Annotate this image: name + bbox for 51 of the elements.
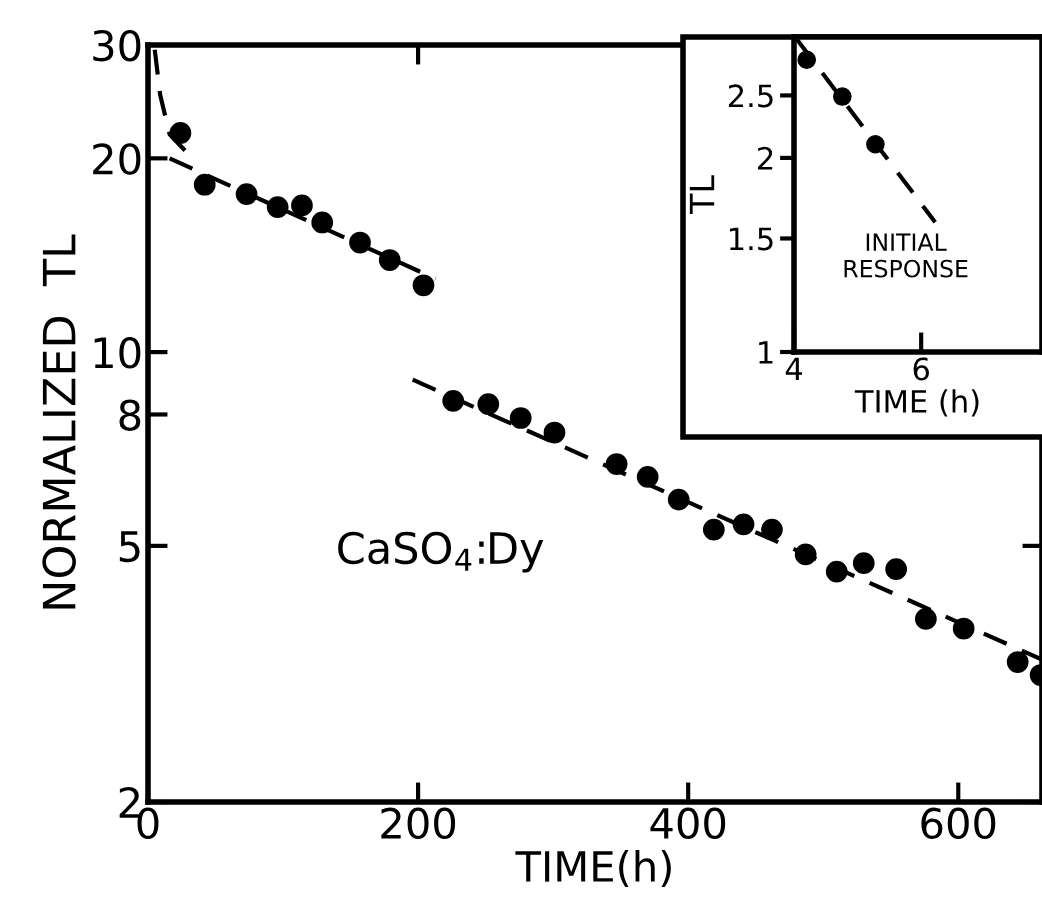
point (794, 543, 817, 566)
y-tick-label: 30 (93, 29, 141, 62)
point (477, 393, 500, 416)
x-tick-label: 600 (921, 807, 996, 840)
point (833, 87, 852, 106)
point (952, 617, 975, 640)
x-tick-label: 4 (785, 357, 803, 381)
y-tick-label: 1 (759, 341, 773, 364)
y-axis-title: NORMALIZED TL (42, 234, 76, 609)
point (378, 249, 401, 271)
point (732, 513, 755, 536)
point (266, 196, 289, 218)
x-tick-label: 0 (137, 807, 159, 840)
point (543, 421, 566, 444)
point (761, 518, 783, 541)
x-tick-label: 6 (913, 357, 929, 381)
y-axis-title: TL (689, 175, 715, 215)
y-tick-label: 2.5 (728, 84, 773, 108)
y-tick-label: 20 (93, 143, 141, 175)
point (1006, 651, 1029, 673)
point (866, 134, 885, 154)
point (412, 274, 435, 297)
point (702, 518, 725, 541)
annotation: INITIAL RESPONSE (844, 233, 968, 278)
y-tick-label: 8 (119, 399, 141, 431)
point (442, 389, 465, 412)
x-axis-title: TIME (h) (854, 389, 979, 417)
point (291, 194, 313, 217)
y-tick-label: 5 (119, 531, 140, 563)
point (825, 560, 848, 583)
y-tick-label: 2 (119, 786, 139, 818)
point (311, 211, 334, 234)
annotation: CaSO$_{4}$:Dy (338, 531, 544, 573)
point (193, 173, 216, 196)
point (636, 465, 659, 488)
point (605, 453, 628, 475)
point (349, 231, 371, 254)
y-tick-label: 1.5 (730, 227, 773, 251)
point (797, 50, 817, 70)
x-tick-label: 400 (650, 807, 726, 840)
point (852, 552, 875, 575)
y-tick-label: 2 (758, 146, 773, 170)
x-axis-title: TIME(h) (515, 849, 671, 888)
point (885, 558, 908, 581)
point (169, 122, 192, 144)
y-tick-label: 10 (94, 337, 141, 369)
point (235, 183, 258, 205)
point (914, 608, 937, 630)
point (509, 407, 532, 429)
point (667, 488, 690, 511)
x-tick-label: 200 (381, 807, 456, 840)
